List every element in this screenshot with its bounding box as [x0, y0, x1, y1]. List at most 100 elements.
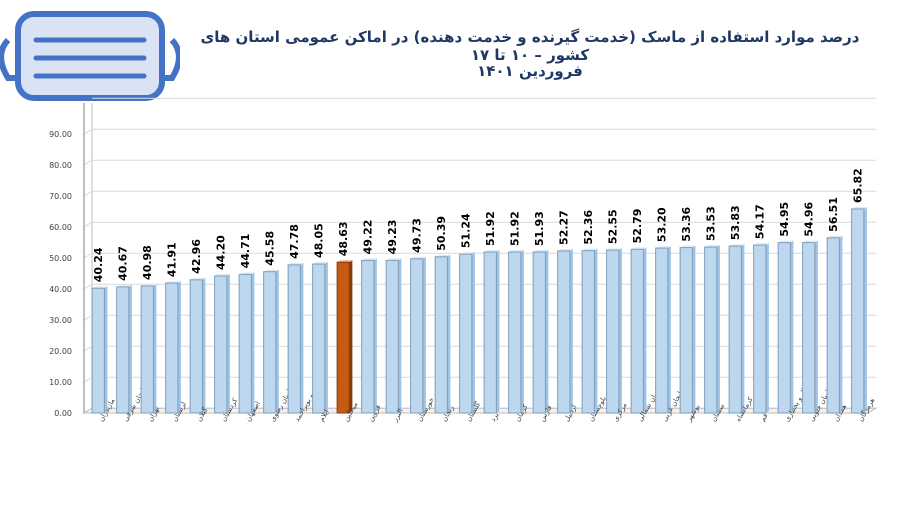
bar-side: [128, 284, 132, 413]
bar-side: [422, 256, 426, 413]
data-label: 52.55: [607, 209, 620, 244]
gridline-side: [83, 376, 93, 383]
data-label: 40.24: [92, 247, 105, 282]
bar-top: [410, 256, 426, 259]
bar: [679, 247, 693, 414]
bar-side: [765, 243, 769, 413]
bar: [508, 251, 522, 414]
bar: [263, 271, 277, 414]
bar-top: [802, 240, 818, 243]
chart-subtitle: فروردین ۱۴۰۱: [477, 62, 583, 80]
bar-side: [545, 250, 549, 413]
bar: [312, 263, 326, 414]
bar: [802, 242, 816, 414]
bar-side: [520, 250, 524, 413]
bar-top: [557, 248, 573, 251]
bar-top: [239, 272, 255, 275]
bar-side: [594, 248, 598, 413]
data-label: 40.67: [117, 246, 130, 281]
bar: [557, 250, 571, 414]
bar: [410, 258, 424, 414]
bar-side: [226, 273, 230, 413]
bar: [361, 259, 375, 414]
data-label: 54.95: [778, 202, 791, 237]
bar: [459, 253, 473, 414]
bar-side: [692, 245, 696, 413]
bar: [655, 247, 669, 414]
chart-title: درصد موارد استفاده از ماسک (خدمت گیرنده …: [200, 28, 860, 64]
bar-top: [165, 281, 181, 284]
bar: [189, 279, 203, 414]
bar-side: [349, 260, 353, 413]
bar: [434, 256, 448, 414]
plot-left-wall: [83, 103, 93, 414]
bar: [483, 251, 497, 414]
bar: [753, 244, 767, 414]
y-tick-label: 10.00: [49, 378, 72, 387]
data-label: 44.71: [239, 234, 252, 269]
bar-side: [373, 258, 377, 413]
bar-side: [839, 235, 843, 413]
bar-top: [92, 286, 108, 289]
data-label: 51.92: [509, 211, 522, 246]
face-mask-icon: [0, 11, 180, 101]
y-tick-label: 20.00: [49, 347, 72, 356]
bar-top: [116, 284, 132, 287]
y-tick-label: 60.00: [49, 223, 72, 232]
bar-side: [251, 272, 255, 413]
bar: [140, 285, 154, 414]
data-label: 53.83: [729, 205, 742, 240]
bar: [581, 250, 595, 414]
bar-top: [631, 247, 647, 250]
y-tick-label: 90.00: [49, 130, 72, 139]
bar-side: [104, 286, 108, 413]
y-tick-label: 40.00: [49, 285, 72, 294]
bar-top: [582, 248, 598, 251]
data-label: 52.27: [558, 210, 571, 245]
bar-side: [324, 262, 328, 413]
data-label: 41.91: [166, 242, 179, 277]
bar-top: [778, 240, 794, 243]
data-label: 44.20: [215, 235, 228, 270]
gridline-side: [83, 159, 93, 166]
bar-side: [667, 246, 671, 413]
bar: [777, 242, 791, 414]
data-label: 40.98: [141, 245, 154, 280]
bar: [165, 282, 179, 414]
y-tick-label: 50.00: [49, 254, 72, 263]
bar-top: [263, 269, 279, 272]
data-label: 51.92: [484, 211, 497, 246]
bar-side: [153, 283, 157, 413]
bar-top: [214, 273, 230, 276]
bar: [238, 273, 252, 414]
data-label: 49.23: [386, 220, 399, 255]
bar: [826, 237, 840, 414]
x-tick-label: یزد: [489, 411, 500, 423]
bar-side: [447, 254, 451, 413]
bar: [91, 287, 105, 414]
bar: [385, 259, 399, 414]
bar: [214, 275, 228, 414]
bar-side: [496, 250, 500, 413]
bar-side: [716, 245, 720, 413]
bar-top: [312, 262, 328, 265]
data-label: 65.82: [852, 168, 865, 203]
data-label: 48.63: [337, 221, 350, 256]
data-label: 52.79: [631, 209, 644, 244]
bar-side: [275, 269, 279, 413]
data-label: 52.36: [582, 210, 595, 245]
gridline-side: [83, 345, 93, 352]
gridline-side: [83, 190, 93, 197]
data-label: 50.39: [435, 216, 448, 251]
bar: [287, 264, 301, 414]
bar: [728, 245, 742, 414]
data-label: 51.93: [533, 211, 546, 246]
data-label: 49.22: [362, 220, 375, 255]
y-tick-label: 70.00: [49, 192, 72, 201]
x-tick-label: قم: [759, 412, 770, 423]
bar-side: [569, 248, 573, 413]
bar: [336, 261, 350, 414]
bar-top: [729, 244, 745, 247]
data-label: 56.51: [827, 197, 840, 232]
